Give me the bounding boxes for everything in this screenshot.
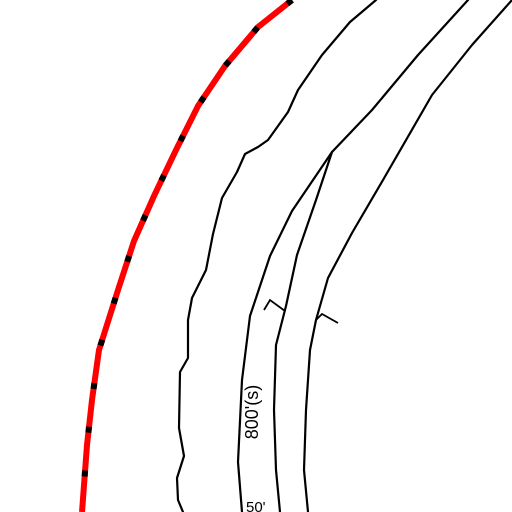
road-center-line [272,150,334,512]
dimension-tick-right [315,312,339,324]
road-edge-inner-left [236,0,470,512]
dimension-tick-left [263,298,286,312]
distance-label-main: 800'(s) [242,385,262,439]
distance-label-partial: 50' [246,499,266,512]
outer-contour-line [175,0,378,512]
road-edge-right [302,0,512,512]
boundary-dash-marks [79,0,294,512]
